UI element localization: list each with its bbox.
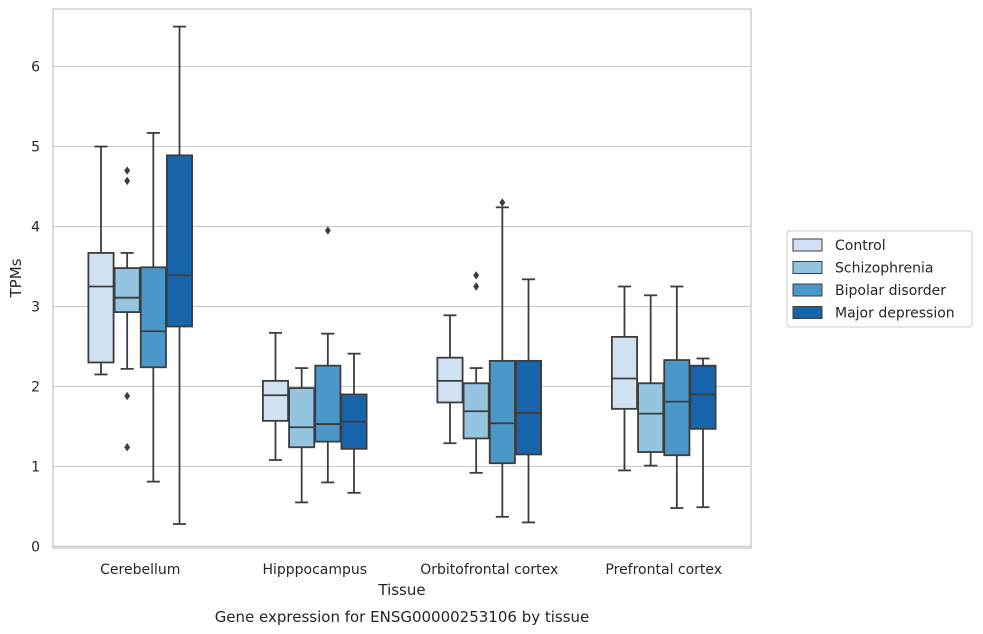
y-tick-label: 1 (31, 459, 40, 475)
box (689, 364, 717, 430)
legend-label: Major depression (835, 306, 955, 322)
legend-label: Bipolar disorder (835, 283, 946, 299)
box (314, 364, 342, 443)
box-group (166, 25, 194, 525)
box-group (436, 314, 464, 445)
box (637, 382, 665, 453)
boxes (87, 25, 717, 525)
x-tick-label: Cerebellum (100, 562, 180, 578)
y-tick-label: 3 (31, 299, 40, 315)
chart-caption: Gene expression for ENSG00000253106 by t… (215, 608, 590, 626)
legend-label: Control (835, 238, 886, 254)
outlier-point (124, 443, 131, 452)
legend-swatch (792, 283, 823, 297)
y-tick-label: 5 (31, 140, 40, 156)
legend: Control Schizophrenia Bipolar disorder Majo… (786, 230, 973, 328)
box-group (314, 226, 342, 484)
outlier-point (124, 176, 131, 186)
legend-label: Schizophrenia (835, 261, 933, 277)
x-tick-label: Hipppocampus (262, 562, 367, 578)
x-axis-label: Tissue (377, 581, 425, 599)
outlier-point (124, 166, 131, 175)
outlier-point (499, 198, 506, 207)
y-tick-label: 2 (31, 379, 40, 395)
plot-frame (52, 8, 752, 549)
legend-swatch (792, 261, 823, 274)
y-tick-labels: 0 1 2 3 4 5 6 (31, 60, 40, 556)
x-tick-labels: Cerebellum Hipppocampus Orbitofrontal cort… (100, 562, 722, 578)
box-group (689, 357, 717, 509)
legend-frame (786, 230, 973, 328)
y-tick-label: 4 (31, 220, 40, 236)
box-group (288, 367, 316, 504)
box (663, 359, 691, 457)
outlier-point (124, 391, 131, 401)
box-group (611, 285, 638, 472)
outlier-point (473, 282, 480, 291)
box (113, 267, 141, 313)
y-tick-label: 6 (31, 60, 40, 76)
box (515, 359, 542, 456)
legend-swatch (792, 238, 823, 252)
box-group (637, 294, 665, 467)
box (288, 387, 316, 449)
x-tick-label: Orbitofrontal cortex (420, 562, 558, 578)
box-group (663, 285, 691, 509)
box (611, 335, 638, 410)
box (166, 154, 194, 328)
box-group (462, 271, 490, 474)
outlier-point (324, 226, 331, 235)
box-group (340, 352, 368, 494)
y-tick-label: 0 (31, 539, 40, 555)
box-group (139, 132, 167, 483)
y-axis-label: TPMs (7, 258, 25, 298)
box (488, 359, 516, 465)
box-group (488, 198, 516, 518)
box-group (87, 145, 115, 376)
x-tick-label: Prefrontal cortex (605, 562, 722, 578)
box (139, 266, 167, 369)
outlier-point (473, 271, 480, 280)
box-group (515, 278, 542, 524)
legend-swatch (792, 306, 823, 319)
box-group (261, 331, 289, 461)
box (87, 252, 115, 364)
box-group (113, 166, 141, 452)
box (261, 379, 289, 422)
